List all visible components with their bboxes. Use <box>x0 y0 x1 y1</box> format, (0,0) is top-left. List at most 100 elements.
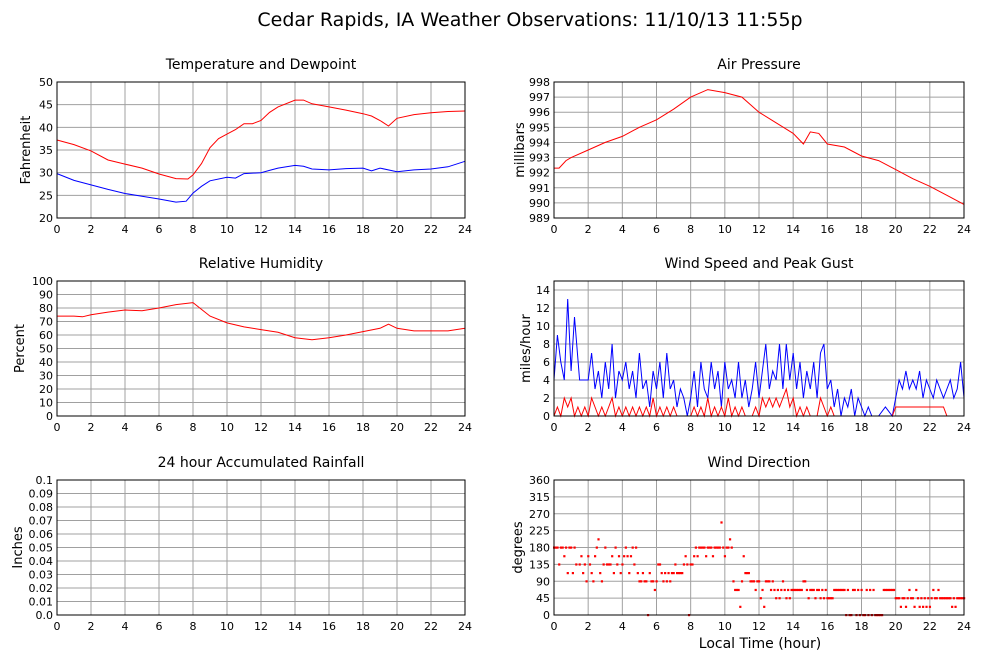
winddir-ytick-label: 315 <box>529 491 550 504</box>
winddir-point <box>561 546 564 549</box>
pressure-ytick-label: 998 <box>529 76 550 89</box>
humidity-ytick-label: 40 <box>39 356 53 369</box>
winddir-point <box>838 588 841 592</box>
rain-ytick-label: 0.0 <box>36 609 54 622</box>
winddir-point <box>923 597 926 600</box>
winddir-xtick-label: 20 <box>889 620 903 633</box>
humidity-xtick-label: 10 <box>220 421 234 434</box>
winddir-point <box>554 546 557 549</box>
wind-xtick-label: 22 <box>923 421 937 434</box>
winddir-point <box>693 555 696 558</box>
winddir-point <box>889 588 892 592</box>
winddir-point <box>609 563 612 566</box>
pressure-ytick-label: 991 <box>529 182 550 195</box>
winddir-ytick-label: 360 <box>529 474 550 487</box>
winddir-point <box>942 597 945 600</box>
winddir-ytick-label: 45 <box>536 592 550 605</box>
winddir-point <box>930 597 933 600</box>
rain-ytick-label: 0.03 <box>29 569 54 582</box>
winddir-point <box>846 588 850 592</box>
winddir-point <box>638 580 641 583</box>
x-axis-label: Local Time (hour) <box>699 636 821 652</box>
winddir-point <box>819 597 822 600</box>
winddir-point <box>954 605 957 608</box>
winddir-point <box>922 605 925 608</box>
pressure-xtick-label: 18 <box>855 223 869 236</box>
humidity-ytick-label: 50 <box>39 343 53 356</box>
winddir-point <box>682 563 686 566</box>
winddir-point <box>614 546 617 549</box>
winddir-point <box>723 555 727 558</box>
winddir-point <box>780 588 783 592</box>
winddir-point <box>570 546 573 549</box>
humidity-xtick-label: 0 <box>54 421 61 434</box>
rain-ytick-label: 0.05 <box>29 542 54 555</box>
winddir-point <box>587 555 590 558</box>
winddir-point <box>840 588 843 592</box>
winddir-point <box>689 563 692 566</box>
winddir-point <box>792 588 795 592</box>
wind-xtick-label: 0 <box>551 421 558 434</box>
winddir-point <box>824 588 827 592</box>
winddir-point <box>660 572 663 575</box>
winddir-point <box>670 572 674 575</box>
winddir-point <box>662 580 665 583</box>
winddir-point <box>739 605 742 608</box>
winddir-point <box>892 588 896 592</box>
wind-ytick-label: 2 <box>543 392 550 405</box>
winddir-point <box>860 588 863 592</box>
wind-xtick-label: 12 <box>752 421 766 434</box>
winddir-ytick-label: 180 <box>529 542 550 555</box>
winddir-point <box>628 572 631 575</box>
winddir-point <box>699 546 703 549</box>
temp-xtick-label: 2 <box>88 223 95 236</box>
winddir-point <box>908 588 911 592</box>
winddir-point <box>935 597 938 600</box>
winddir-point <box>869 588 872 592</box>
winddir-point <box>752 580 756 583</box>
winddir-point <box>594 555 597 558</box>
winddir-point <box>648 572 651 575</box>
winddir-point <box>657 563 660 566</box>
wind-ytick-label: 10 <box>536 320 550 333</box>
humidity-ytick-label: 0 <box>46 410 53 423</box>
winddir-point <box>956 597 959 600</box>
winddir-point <box>787 588 790 592</box>
wind-xtick-label: 4 <box>619 421 626 434</box>
winddir-point <box>604 546 607 549</box>
winddir-point <box>894 597 897 600</box>
page-title: Cedar Rapids, IA Weather Observations: 1… <box>257 9 802 31</box>
pressure-ytick-label: 995 <box>529 121 550 134</box>
winddir-point <box>635 546 638 549</box>
temp-xtick-label: 24 <box>458 223 472 236</box>
winddir-point <box>674 563 677 566</box>
winddir-point <box>944 597 947 600</box>
humidity-ytick-label: 70 <box>39 316 53 329</box>
winddir-point <box>578 563 581 566</box>
winddir-point <box>679 572 682 575</box>
winddir-point <box>623 555 626 558</box>
winddir-point <box>740 580 744 583</box>
rain-ytick-label: 0.06 <box>29 528 54 541</box>
winddir-point <box>899 605 902 608</box>
wind-ylabel: miles/hour <box>519 313 534 382</box>
winddir-point <box>775 597 778 600</box>
winddir-point <box>701 546 704 549</box>
winddir-point <box>802 580 805 583</box>
winddir-point <box>814 597 817 600</box>
winddir-point <box>833 588 836 592</box>
winddir-point <box>887 588 891 592</box>
winddir-point <box>643 580 646 583</box>
rain-xtick-label: 2 <box>88 620 95 633</box>
winddir-point <box>727 546 730 549</box>
wind-xtick-label: 16 <box>820 421 834 434</box>
winddir-xtick-label: 0 <box>551 620 558 633</box>
winddir-ytick-label: 0 <box>543 609 550 622</box>
winddir-point <box>747 572 750 575</box>
winddir-point <box>903 597 906 600</box>
winddir-xtick-label: 4 <box>619 620 626 633</box>
wind-ytick-label: 8 <box>543 338 550 351</box>
wind-series-0 <box>553 298 965 418</box>
